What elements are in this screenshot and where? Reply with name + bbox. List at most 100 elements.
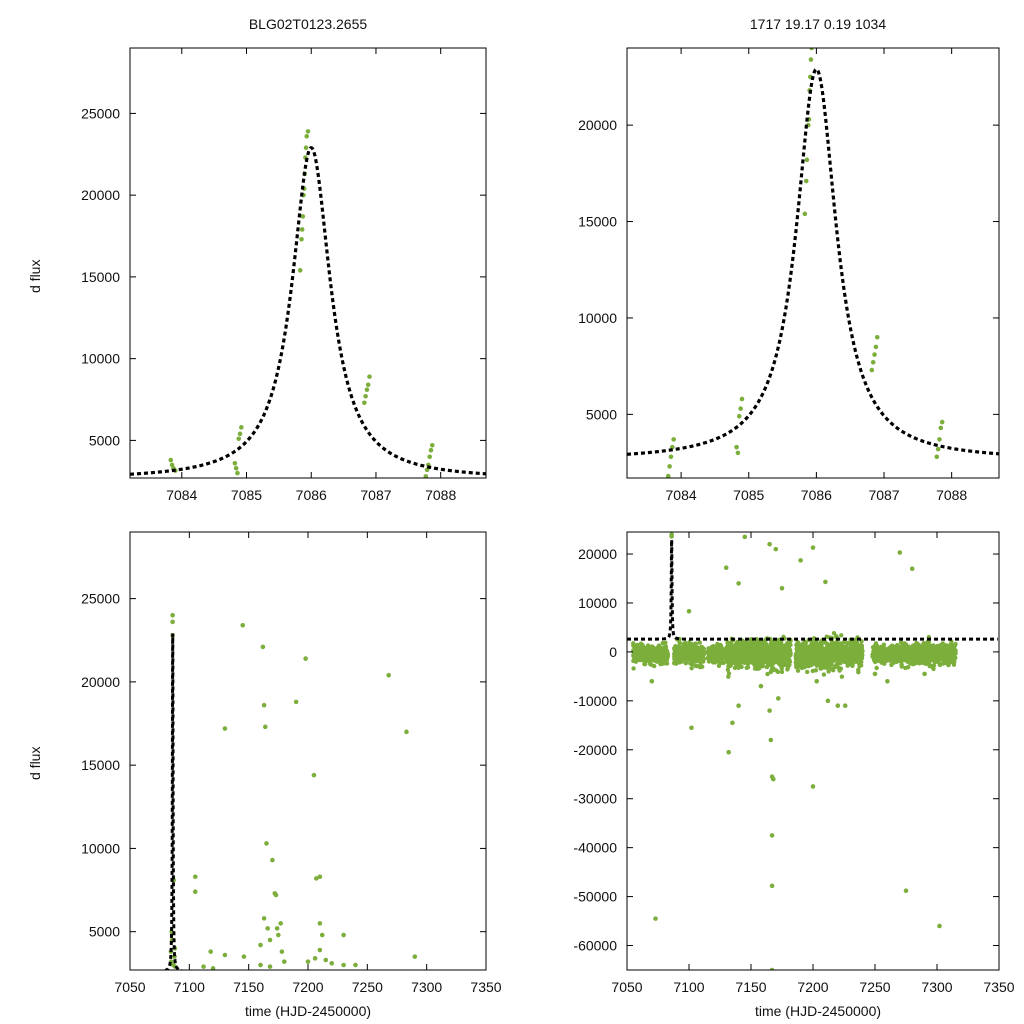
noise-point: [642, 653, 647, 659]
noise-point: [706, 646, 711, 651]
data-point: [258, 962, 263, 968]
x-tick-label: 7350: [470, 979, 501, 995]
noise-point: [858, 663, 864, 668]
noise-point: [683, 660, 689, 666]
noise-point: [830, 647, 836, 652]
data-point: [424, 467, 430, 473]
noise-point: [940, 661, 946, 666]
y-tick-label: 25000: [81, 591, 120, 607]
data-point: [293, 699, 299, 705]
noise-point: [726, 663, 731, 668]
noise-point: [642, 661, 647, 667]
data-point: [305, 129, 311, 134]
data-point: [261, 702, 267, 708]
noise-point: [744, 665, 749, 671]
data-point: [341, 962, 346, 968]
data-point: [873, 344, 879, 350]
noise-point: [701, 646, 707, 652]
noise-point: [827, 655, 833, 660]
noise-point: [709, 649, 714, 654]
x-tick-label: 7088: [936, 487, 967, 503]
noise-point: [900, 647, 905, 652]
data-point: [362, 400, 367, 406]
noise-point: [672, 656, 677, 662]
panel-top-right: 7084 7085 7086 7087 7088 5000 10000 15000 20000: [578, 47, 1005, 503]
data-point: [267, 937, 273, 943]
noise-point: [848, 642, 854, 647]
data-point: [671, 437, 676, 442]
noise-point: [811, 645, 816, 650]
data-point: [909, 566, 915, 572]
noise-point: [777, 658, 782, 663]
x-tick-label: 7084: [666, 487, 697, 503]
noise-point: [798, 648, 804, 653]
noise-point: [887, 658, 893, 663]
data-point: [823, 579, 828, 585]
data-point: [726, 749, 731, 755]
data-point: [825, 698, 831, 704]
noise-point: [932, 658, 938, 664]
noise-point: [746, 660, 751, 666]
data-point: [758, 683, 764, 689]
data-point: [222, 952, 228, 958]
noise-point: [769, 654, 774, 660]
noise-point: [674, 660, 679, 665]
noise-point: [655, 652, 660, 658]
data-point: [201, 964, 206, 969]
data-point: [736, 413, 742, 419]
data-point: [428, 447, 434, 453]
noise-point: [812, 640, 817, 645]
noise-point: [778, 647, 783, 652]
y-tick-label: 20000: [578, 546, 617, 562]
right-title: 1717 19.17 0.19 1034: [749, 16, 887, 32]
noise-point: [633, 659, 639, 664]
noise-point: [749, 641, 755, 646]
y-tick-label: -30000: [573, 791, 617, 807]
data-point: [241, 954, 247, 959]
data-point: [267, 964, 273, 969]
noise-point: [709, 644, 715, 649]
data-point: [303, 656, 308, 661]
noise-point: [700, 650, 705, 655]
noise-point: [692, 650, 698, 656]
data-point: [668, 454, 674, 460]
noise-point: [839, 674, 845, 679]
data-point: [299, 236, 304, 242]
y-tick-label: 0: [609, 644, 617, 660]
noise-point: [779, 666, 784, 671]
y-tick-label: 20000: [81, 674, 120, 690]
data-point: [736, 581, 741, 586]
noise-point: [765, 671, 770, 677]
data-point: [303, 145, 309, 151]
data-point: [1000, 445, 1005, 450]
noise-point: [716, 659, 721, 664]
model-curve: [627, 67, 999, 456]
data-point: [364, 387, 370, 393]
noise-point: [935, 644, 941, 649]
noise-point: [874, 643, 880, 649]
data-point: [897, 550, 903, 555]
data-point: [810, 545, 816, 550]
noise-point: [711, 654, 716, 659]
data-point: [235, 470, 240, 476]
x-tick-label: 7250: [859, 979, 890, 995]
noise-point: [741, 657, 746, 662]
noise-point: [836, 649, 841, 655]
noise-point: [841, 648, 847, 654]
noise-point: [907, 654, 913, 660]
noise-point: [677, 640, 682, 645]
data-point: [742, 534, 748, 540]
data-point: [314, 876, 319, 881]
noise-point: [766, 652, 772, 657]
data-point: [353, 962, 358, 968]
data-point: [667, 464, 672, 469]
noise-point: [634, 643, 639, 648]
data-point: [168, 457, 174, 463]
noise-point: [844, 648, 850, 653]
noise-point: [951, 662, 957, 667]
data-point: [734, 444, 739, 450]
data-point: [769, 967, 775, 970]
data-point: [264, 841, 269, 846]
noise-point: [838, 652, 843, 658]
y-tick-label: 5000: [586, 406, 617, 422]
